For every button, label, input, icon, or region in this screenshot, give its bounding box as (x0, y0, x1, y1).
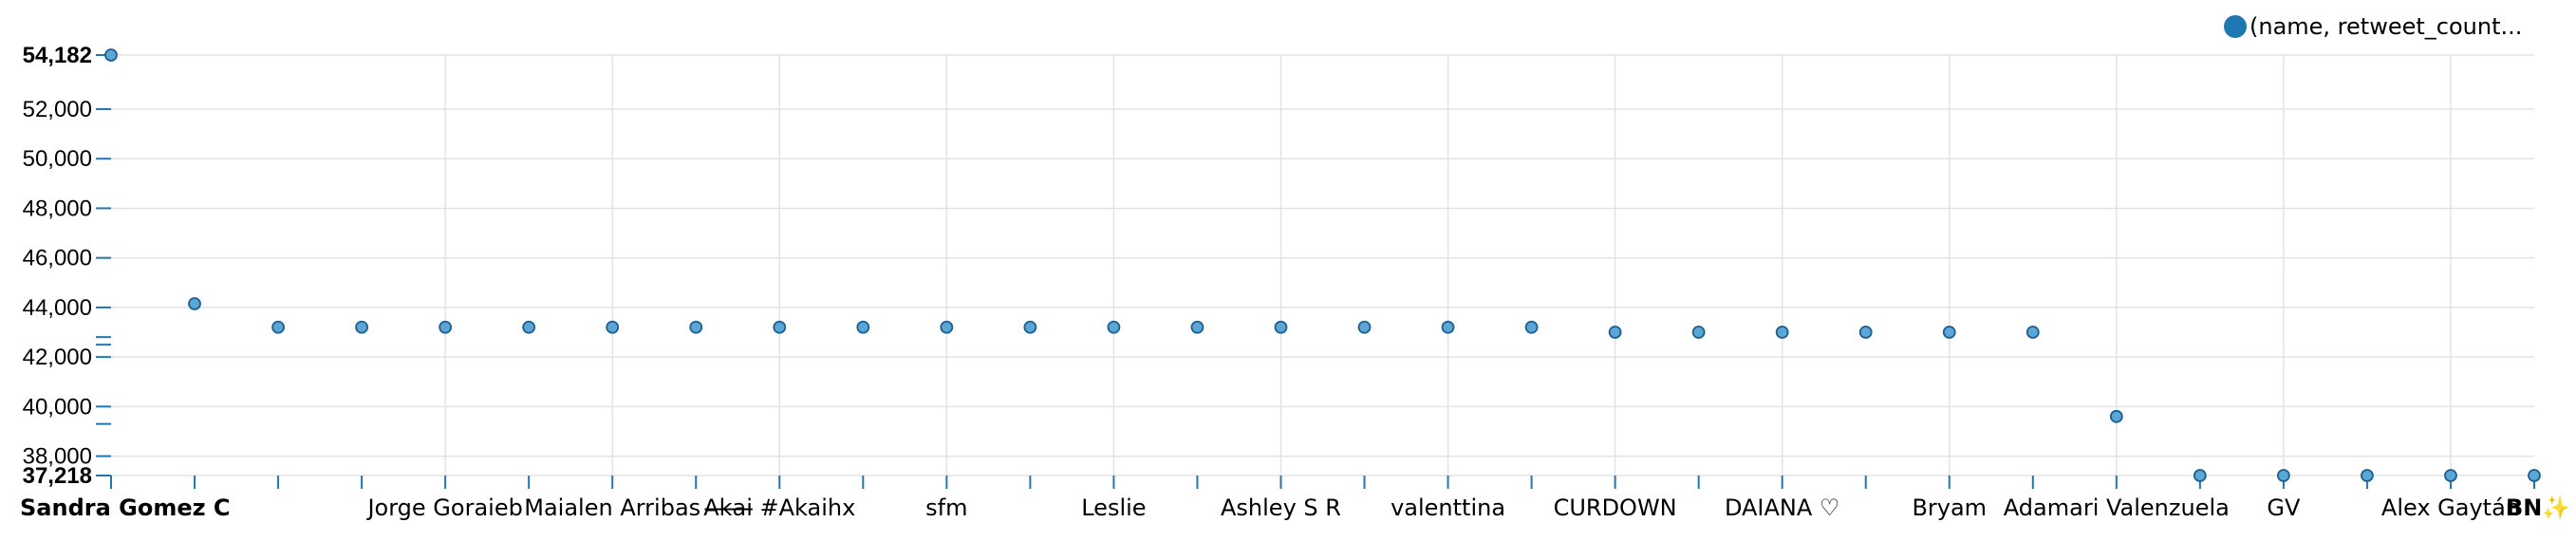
x-tick-label: Leslie (1081, 495, 1146, 521)
x-tick-label: Adamari Valenzuela (2004, 495, 2230, 521)
data-point (1441, 320, 1455, 334)
data-point (689, 320, 703, 334)
x-tick-label: valenttina (1391, 495, 1505, 521)
y-tick-label: 40,000 (23, 394, 92, 420)
data-point (1942, 326, 1956, 339)
data-point (1608, 326, 1622, 339)
legend[interactable]: (name, retweet_count... (2224, 13, 2522, 40)
y-tick-label: 48,000 (23, 196, 92, 221)
x-tick-label: CURDOWN (1554, 495, 1677, 521)
x-tick-label: Sandra Gomez C (20, 495, 231, 521)
x-tick-label: Alex Gaytán (2381, 495, 2520, 521)
data-point (104, 48, 118, 62)
x-tick-label: Ashley S R (1221, 495, 1341, 521)
legend-marker (2224, 15, 2247, 38)
y-tick-label: 50,000 (23, 146, 92, 172)
data-point (1775, 326, 1789, 339)
x-tick-label: Bryam (1912, 495, 1987, 521)
x-tick-label: GV (2267, 495, 2301, 521)
x-tick-label: Maialen Arribas (524, 495, 700, 521)
data-point (439, 320, 453, 334)
y-tick-label: 42,000 (23, 345, 92, 370)
x-tick-label: Jorge Goraieb (365, 495, 522, 521)
axes: 54,182 52,000 50,000 48,000 46,000 44,000 42,0… (20, 43, 2570, 521)
x-tick-label: sfm (925, 495, 967, 521)
y-tick-label: 52,000 (23, 97, 92, 122)
data-point (1190, 320, 1204, 334)
data-points (104, 48, 2541, 482)
data-point (1274, 320, 1288, 334)
data-point (940, 320, 954, 334)
legend-label: (name, retweet_count... (2249, 13, 2522, 40)
data-point (2193, 469, 2207, 482)
x-tick-label: BN✨ (2506, 495, 2570, 521)
data-point (1357, 320, 1372, 334)
data-point (2276, 469, 2290, 482)
y-tick-label: 44,000 (23, 295, 92, 321)
data-point (606, 320, 620, 334)
data-point (2528, 469, 2541, 482)
data-point (522, 320, 536, 334)
y-tick-label: 46,000 (23, 246, 92, 271)
data-point (1023, 320, 1037, 334)
x-tick-label: A̶k̶a̶i̶ #Akaihx (703, 495, 855, 521)
data-point (2361, 469, 2374, 482)
data-point (856, 320, 870, 334)
data-point (2109, 409, 2123, 423)
data-point (1691, 326, 1706, 339)
data-point (1107, 320, 1121, 334)
data-point (188, 297, 201, 310)
grid (111, 54, 2534, 476)
data-point (773, 320, 787, 334)
data-point (1524, 320, 1539, 334)
data-point (355, 320, 369, 334)
data-point (2444, 469, 2457, 482)
data-point (2025, 326, 2040, 339)
data-point (271, 320, 285, 334)
data-point (1858, 326, 1873, 339)
x-tick-label: DAIANA ♡ (1725, 495, 1840, 521)
y-tick-label: 38,000 (23, 444, 92, 470)
y-tick-label: 37,218 (23, 463, 92, 489)
y-tick-label: 54,182 (23, 43, 92, 68)
